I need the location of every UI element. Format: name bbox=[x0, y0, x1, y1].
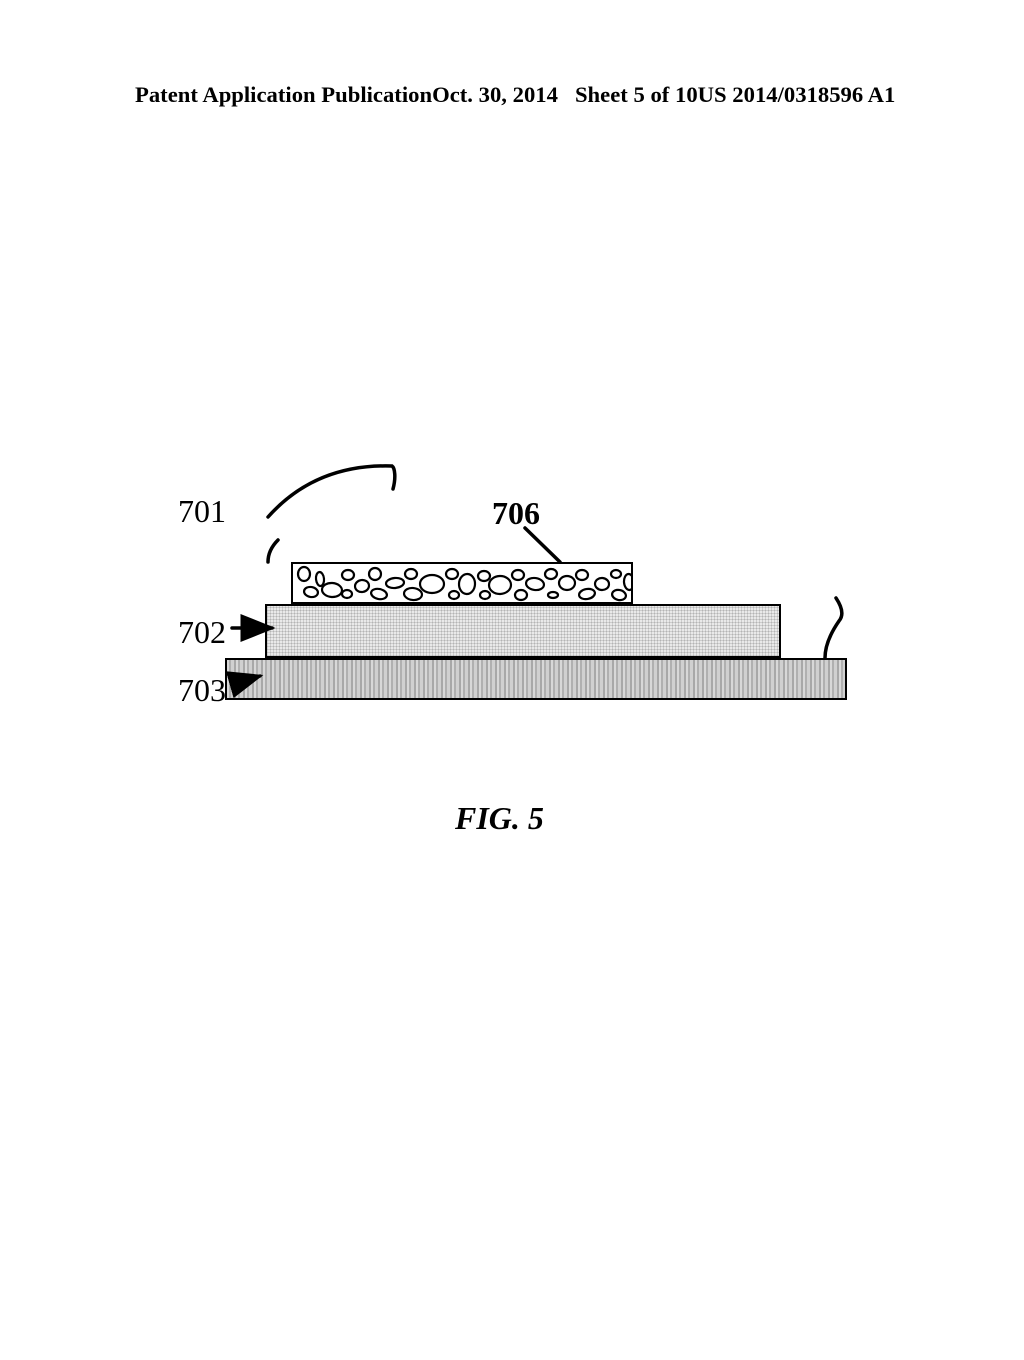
figure-caption: FIG. 5 bbox=[455, 800, 544, 837]
label-706: 706 bbox=[492, 495, 540, 532]
leader-lines bbox=[0, 460, 1024, 1360]
header-right: US 2014/0318596 A1 bbox=[698, 82, 896, 108]
label-702: 702 bbox=[178, 614, 226, 651]
header-sheet: Sheet 5 of 10 bbox=[575, 82, 698, 107]
header-center: Oct. 30, 2014 Sheet 5 of 10 bbox=[432, 82, 698, 108]
label-703: 703 bbox=[178, 672, 226, 709]
header-left: Patent Application Publication bbox=[135, 82, 432, 108]
label-701: 701 bbox=[178, 493, 226, 530]
figure-5: 701 706 702 703 bbox=[0, 460, 1024, 780]
header-date: Oct. 30, 2014 bbox=[432, 82, 558, 107]
page-header: Patent Application Publication Oct. 30, … bbox=[0, 82, 1024, 108]
